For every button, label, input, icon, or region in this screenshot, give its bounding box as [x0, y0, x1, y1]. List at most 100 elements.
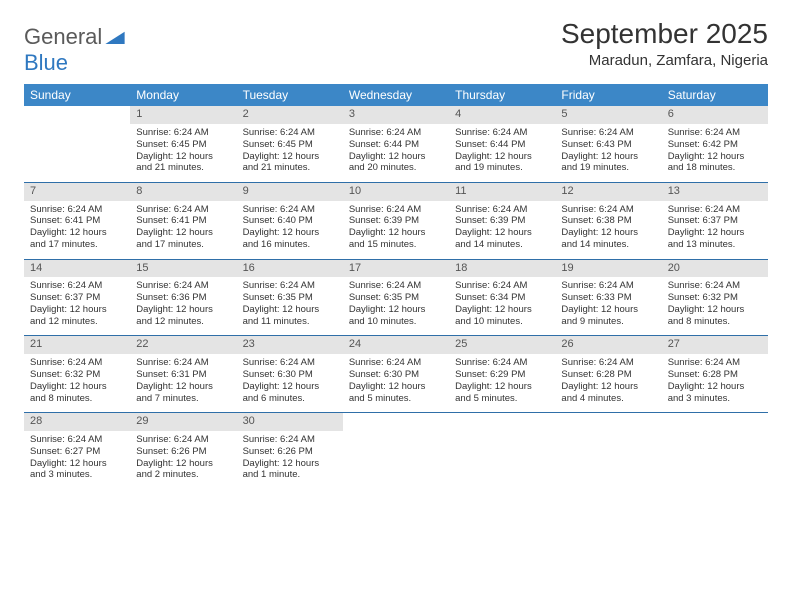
- day-number: 5: [555, 106, 661, 124]
- calendar-day-cell: 4Sunrise: 6:24 AMSunset: 6:44 PMDaylight…: [449, 106, 555, 182]
- sunset-text: Sunset: 6:43 PM: [561, 139, 655, 151]
- weekday-header: Thursday: [449, 84, 555, 106]
- daylight-text: Daylight: 12 hours and 9 minutes.: [561, 304, 655, 328]
- daylight-text: Daylight: 12 hours and 5 minutes.: [455, 381, 549, 405]
- calendar-day-cell: 2Sunrise: 6:24 AMSunset: 6:45 PMDaylight…: [237, 106, 343, 182]
- day-number: 2: [237, 106, 343, 124]
- daylight-text: Daylight: 12 hours and 10 minutes.: [455, 304, 549, 328]
- day-body: Sunrise: 6:24 AMSunset: 6:43 PMDaylight:…: [555, 124, 661, 182]
- day-body: Sunrise: 6:24 AMSunset: 6:30 PMDaylight:…: [343, 354, 449, 412]
- sunrise-text: Sunrise: 6:24 AM: [561, 280, 655, 292]
- day-number: 3: [343, 106, 449, 124]
- month-title: September 2025: [561, 18, 768, 50]
- day-body: Sunrise: 6:24 AMSunset: 6:32 PMDaylight:…: [24, 354, 130, 412]
- sunrise-text: Sunrise: 6:24 AM: [136, 204, 230, 216]
- sunrise-text: Sunrise: 6:24 AM: [136, 280, 230, 292]
- daylight-text: Daylight: 12 hours and 12 minutes.: [30, 304, 124, 328]
- daylight-text: Daylight: 12 hours and 11 minutes.: [243, 304, 337, 328]
- daylight-text: Daylight: 12 hours and 10 minutes.: [349, 304, 443, 328]
- calendar-table: SundayMondayTuesdayWednesdayThursdayFrid…: [24, 84, 768, 489]
- calendar-week-row: 1Sunrise: 6:24 AMSunset: 6:45 PMDaylight…: [24, 106, 768, 182]
- daylight-text: Daylight: 12 hours and 14 minutes.: [455, 227, 549, 251]
- sunset-text: Sunset: 6:27 PM: [30, 446, 124, 458]
- sunrise-text: Sunrise: 6:24 AM: [561, 357, 655, 369]
- calendar-day-cell: 26Sunrise: 6:24 AMSunset: 6:28 PMDayligh…: [555, 336, 661, 413]
- logo-text-blue: Blue: [24, 50, 68, 75]
- sunrise-text: Sunrise: 6:24 AM: [455, 357, 549, 369]
- daylight-text: Daylight: 12 hours and 6 minutes.: [243, 381, 337, 405]
- day-body: Sunrise: 6:24 AMSunset: 6:44 PMDaylight:…: [449, 124, 555, 182]
- calendar-day-cell: 7Sunrise: 6:24 AMSunset: 6:41 PMDaylight…: [24, 182, 130, 259]
- calendar-day-cell: [555, 413, 661, 489]
- sunset-text: Sunset: 6:30 PM: [349, 369, 443, 381]
- day-body: Sunrise: 6:24 AMSunset: 6:28 PMDaylight:…: [555, 354, 661, 412]
- day-number: 1: [130, 106, 236, 124]
- calendar-day-cell: 8Sunrise: 6:24 AMSunset: 6:41 PMDaylight…: [130, 182, 236, 259]
- calendar-day-cell: 20Sunrise: 6:24 AMSunset: 6:32 PMDayligh…: [662, 259, 768, 336]
- sunrise-text: Sunrise: 6:24 AM: [668, 280, 762, 292]
- day-body: Sunrise: 6:24 AMSunset: 6:29 PMDaylight:…: [449, 354, 555, 412]
- logo-triangle-icon: [105, 31, 125, 48]
- day-number: 19: [555, 260, 661, 278]
- day-body: Sunrise: 6:24 AMSunset: 6:26 PMDaylight:…: [237, 431, 343, 489]
- sunset-text: Sunset: 6:37 PM: [30, 292, 124, 304]
- day-body: Sunrise: 6:24 AMSunset: 6:37 PMDaylight:…: [662, 201, 768, 259]
- sunset-text: Sunset: 6:38 PM: [561, 215, 655, 227]
- sunset-text: Sunset: 6:45 PM: [243, 139, 337, 151]
- calendar-page: GeneralBlue September 2025 Maradun, Zamf…: [0, 0, 792, 507]
- day-body: Sunrise: 6:24 AMSunset: 6:35 PMDaylight:…: [237, 277, 343, 335]
- sunrise-text: Sunrise: 6:24 AM: [243, 434, 337, 446]
- calendar-day-cell: 15Sunrise: 6:24 AMSunset: 6:36 PMDayligh…: [130, 259, 236, 336]
- title-block: September 2025 Maradun, Zamfara, Nigeria: [561, 18, 768, 69]
- daylight-text: Daylight: 12 hours and 20 minutes.: [349, 151, 443, 175]
- calendar-day-cell: 14Sunrise: 6:24 AMSunset: 6:37 PMDayligh…: [24, 259, 130, 336]
- weekday-header: Sunday: [24, 84, 130, 106]
- day-body: Sunrise: 6:24 AMSunset: 6:39 PMDaylight:…: [449, 201, 555, 259]
- sunrise-text: Sunrise: 6:24 AM: [455, 204, 549, 216]
- day-number: 8: [130, 183, 236, 201]
- sunset-text: Sunset: 6:35 PM: [349, 292, 443, 304]
- calendar-day-cell: 22Sunrise: 6:24 AMSunset: 6:31 PMDayligh…: [130, 336, 236, 413]
- daylight-text: Daylight: 12 hours and 7 minutes.: [136, 381, 230, 405]
- calendar-day-cell: 16Sunrise: 6:24 AMSunset: 6:35 PMDayligh…: [237, 259, 343, 336]
- weekday-header-row: SundayMondayTuesdayWednesdayThursdayFrid…: [24, 84, 768, 106]
- sunset-text: Sunset: 6:35 PM: [243, 292, 337, 304]
- day-number: 17: [343, 260, 449, 278]
- sunset-text: Sunset: 6:32 PM: [668, 292, 762, 304]
- sunrise-text: Sunrise: 6:24 AM: [30, 280, 124, 292]
- day-body: Sunrise: 6:24 AMSunset: 6:45 PMDaylight:…: [130, 124, 236, 182]
- day-number: 30: [237, 413, 343, 431]
- calendar-day-cell: 9Sunrise: 6:24 AMSunset: 6:40 PMDaylight…: [237, 182, 343, 259]
- day-number: 22: [130, 336, 236, 354]
- day-body: Sunrise: 6:24 AMSunset: 6:33 PMDaylight:…: [555, 277, 661, 335]
- day-number: 10: [343, 183, 449, 201]
- sunrise-text: Sunrise: 6:24 AM: [349, 280, 443, 292]
- day-body: Sunrise: 6:24 AMSunset: 6:42 PMDaylight:…: [662, 124, 768, 182]
- day-number: 23: [237, 336, 343, 354]
- sunset-text: Sunset: 6:26 PM: [136, 446, 230, 458]
- day-body: Sunrise: 6:24 AMSunset: 6:30 PMDaylight:…: [237, 354, 343, 412]
- calendar-body: 1Sunrise: 6:24 AMSunset: 6:45 PMDaylight…: [24, 106, 768, 489]
- sunrise-text: Sunrise: 6:24 AM: [243, 357, 337, 369]
- daylight-text: Daylight: 12 hours and 14 minutes.: [561, 227, 655, 251]
- sunset-text: Sunset: 6:37 PM: [668, 215, 762, 227]
- calendar-week-row: 21Sunrise: 6:24 AMSunset: 6:32 PMDayligh…: [24, 336, 768, 413]
- day-number: 14: [24, 260, 130, 278]
- sunrise-text: Sunrise: 6:24 AM: [668, 127, 762, 139]
- daylight-text: Daylight: 12 hours and 8 minutes.: [668, 304, 762, 328]
- day-body: Sunrise: 6:24 AMSunset: 6:40 PMDaylight:…: [237, 201, 343, 259]
- calendar-day-cell: 6Sunrise: 6:24 AMSunset: 6:42 PMDaylight…: [662, 106, 768, 182]
- calendar-day-cell: [343, 413, 449, 489]
- sunrise-text: Sunrise: 6:24 AM: [30, 357, 124, 369]
- calendar-week-row: 14Sunrise: 6:24 AMSunset: 6:37 PMDayligh…: [24, 259, 768, 336]
- day-number: 25: [449, 336, 555, 354]
- calendar-day-cell: 27Sunrise: 6:24 AMSunset: 6:28 PMDayligh…: [662, 336, 768, 413]
- calendar-day-cell: 18Sunrise: 6:24 AMSunset: 6:34 PMDayligh…: [449, 259, 555, 336]
- daylight-text: Daylight: 12 hours and 18 minutes.: [668, 151, 762, 175]
- calendar-day-cell: [449, 413, 555, 489]
- page-header: GeneralBlue September 2025 Maradun, Zamf…: [24, 18, 768, 76]
- calendar-day-cell: 10Sunrise: 6:24 AMSunset: 6:39 PMDayligh…: [343, 182, 449, 259]
- day-body: Sunrise: 6:24 AMSunset: 6:37 PMDaylight:…: [24, 277, 130, 335]
- daylight-text: Daylight: 12 hours and 3 minutes.: [30, 458, 124, 482]
- sunrise-text: Sunrise: 6:24 AM: [243, 280, 337, 292]
